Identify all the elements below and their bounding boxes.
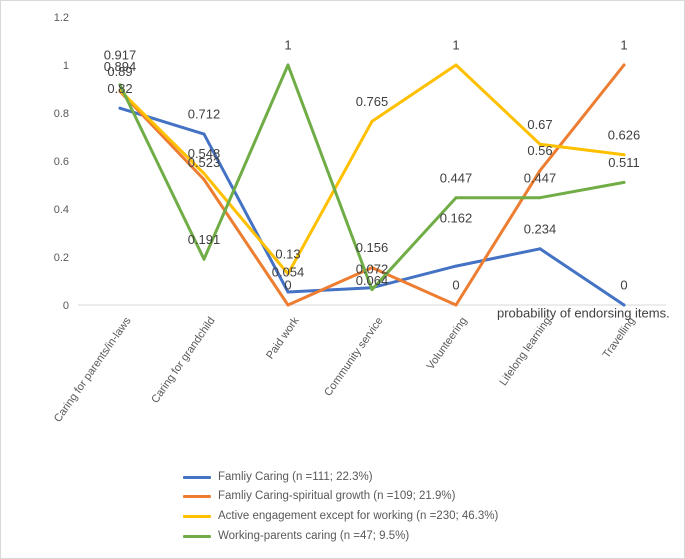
data-point-famliy-caring-spiritual-growth [370,266,374,270]
data-point-working-parents-caring [538,196,542,200]
data-point-famliy-caring-spiritual-growth [622,63,626,67]
data-label-working-parents-caring: 0.064 [356,273,389,288]
y-tick-label: 1.2 [54,12,69,24]
data-label-active-engagement-except-for-working: 0.765 [356,94,389,109]
data-label-famliy-caring: 0.162 [440,211,473,226]
data-label-famliy-caring-spiritual-growth: 0.156 [356,240,389,255]
data-point-working-parents-caring [622,180,626,184]
chart-annotation: probability of endorsing items. [497,306,670,321]
data-label-famliy-caring-spiritual-growth: 0 [452,278,459,293]
data-point-working-parents-caring [370,288,374,292]
data-point-famliy-caring [286,290,290,294]
data-label-working-parents-caring: 1 [284,38,291,53]
legend-item: Working-parents caring (n =47; 9.5%) [183,526,409,546]
data-label-active-engagement-except-for-working: 0.626 [608,127,641,142]
data-point-famliy-caring-spiritual-growth [286,303,290,307]
data-point-active-engagement-except-for-working [538,142,542,146]
legend-item: Active engagement except for working (n … [183,506,498,526]
data-label-famliy-caring: 0.054 [272,265,305,280]
data-label-working-parents-caring: 0.191 [188,232,221,247]
data-point-working-parents-caring [286,63,290,67]
legend-label: Working-parents caring (n =47; 9.5%) [218,530,410,542]
legend-swatch [183,494,211,498]
y-tick-label: 0.4 [54,204,69,216]
data-label-active-engagement-except-for-working: 1 [452,38,459,53]
data-point-working-parents-caring [202,257,206,261]
data-point-famliy-caring-spiritual-growth [538,169,542,173]
data-label-working-parents-caring: 0.917 [104,47,137,62]
legend-item: Famliy Caring-spiritual growth (n =109; … [183,486,455,506]
legend-swatch [183,534,211,538]
y-tick-label: 0 [63,300,69,312]
data-point-active-engagement-except-for-working [370,119,374,123]
data-label-famliy-caring: 0.072 [356,261,389,276]
y-axis-tick-labels: 0 0.2 0.4 0.6 0.8 1 1.2 [54,12,69,312]
data-label-famliy-caring-spiritual-growth: 0.56 [527,143,552,158]
data-point-working-parents-caring [454,196,458,200]
legend-label: Famliy Caring (n =111; 22.3%) [218,471,373,483]
data-label-working-parents-caring: 0.447 [524,170,557,185]
legend-label: Famliy Caring-spiritual growth (n =109; … [218,490,456,502]
data-label-active-engagement-except-for-working: 0.548 [188,146,221,161]
data-label-working-parents-caring: 0.511 [608,155,640,170]
data-point-famliy-caring [622,303,626,307]
data-label-active-engagement-except-for-working: 0.67 [527,117,552,132]
data-point-famliy-caring [118,106,122,110]
legend-swatch [183,514,211,518]
y-tick-label: 1 [63,60,69,72]
y-tick-label: 0.8 [54,108,69,120]
data-point-active-engagement-except-for-working [454,63,458,67]
data-point-active-engagement-except-for-working [286,272,290,276]
data-label-famliy-caring-spiritual-growth: 1 [620,38,627,53]
data-point-active-engagement-except-for-working [202,172,206,175]
data-point-famliy-caring [202,132,206,136]
data-label-famliy-caring: 0.82 [107,81,132,96]
data-label-famliy-caring: 0.712 [188,107,221,122]
data-label-famliy-caring: 0 [620,278,627,293]
data-label-active-engagement-except-for-working: 0.13 [275,246,300,261]
data-point-famliy-caring-spiritual-growth [454,303,458,307]
data-point-working-parents-caring [118,83,122,87]
data-point-famliy-caring-spiritual-growth [202,178,206,181]
data-point-famliy-caring [454,264,458,268]
data-point-active-engagement-except-for-working [622,153,626,157]
series-working-parents-caring [118,63,626,292]
y-tick-label: 0.6 [54,156,69,168]
series-active-engagement-except-for-working [118,63,626,276]
legend-item: Famliy Caring (n =111; 22.3%) [183,467,373,487]
legend-label: Active engagement except for working (n … [218,510,499,522]
legend-swatch [183,475,211,479]
data-label-active-engagement-except-for-working: 0.894 [104,59,137,74]
series-lines [118,63,626,307]
data-label-famliy-caring-spiritual-growth: 0.89 [107,64,132,79]
data-label-famliy-caring-spiritual-growth: 0 [284,278,291,293]
data-label-working-parents-caring: 0.447 [440,170,473,185]
data-label-famliy-caring-spiritual-growth: 0.523 [188,155,221,170]
data-point-famliy-caring [538,247,542,251]
data-label-famliy-caring: 0.234 [524,221,557,236]
y-tick-label: 0.2 [54,252,69,264]
